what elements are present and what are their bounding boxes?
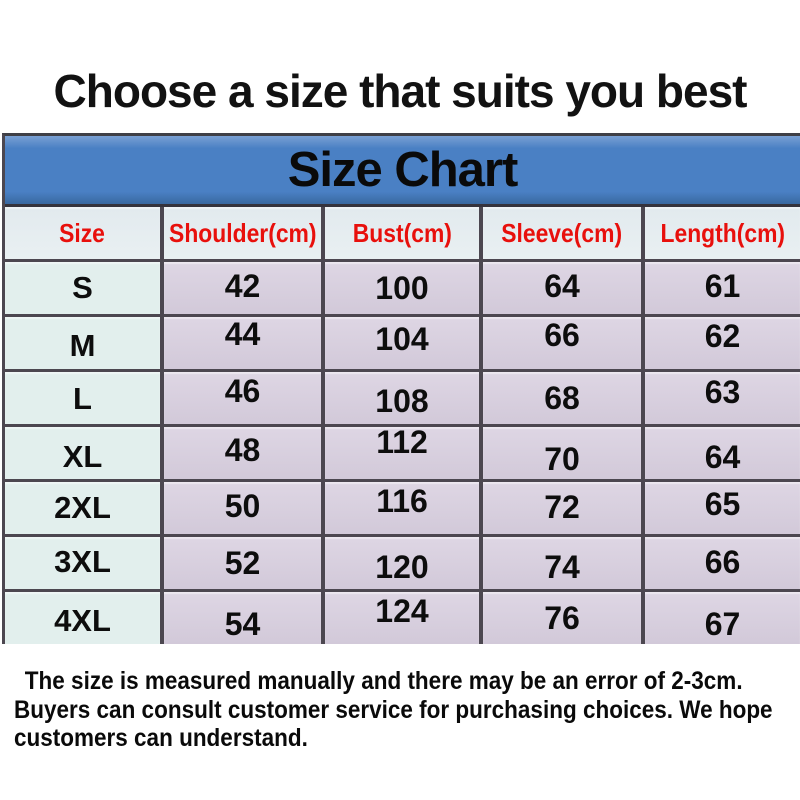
column-header-label: Shoulder(cm) — [168, 217, 317, 248]
measurement-value: 44 — [224, 317, 261, 352]
column-header: Size — [5, 207, 164, 262]
table-row: S 42 100 64 61 — [5, 262, 800, 317]
measurement-value-cell: 64 — [483, 262, 645, 317]
table-row: L 46 108 68 63 — [5, 372, 800, 427]
measurement-note-line: Buyers can consult customer service for … — [14, 695, 773, 724]
measurement-value-cell: 62 — [645, 317, 800, 372]
measurement-value: 61 — [704, 267, 741, 304]
measurement-value: 112 — [376, 427, 428, 460]
size-label: 3XL — [54, 544, 111, 579]
measurement-value-cell: 66 — [483, 317, 645, 372]
size-chart-banner-label: Size Chart — [287, 143, 519, 197]
measurement-value-cell: 46 — [164, 372, 325, 427]
measurement-note-line: customers can understand. — [14, 724, 308, 752]
size-chart-banner: Size Chart — [5, 136, 800, 207]
measurement-value: 74 — [544, 548, 580, 585]
measurement-value: 120 — [375, 548, 429, 585]
measurement-value: 76 — [544, 599, 580, 636]
measurement-note: The size is measured manually and there … — [14, 667, 798, 753]
measurement-value: 100 — [375, 269, 429, 306]
header-row: Size Shoulder(cm) Bust(cm) Sleeve(cm) Length… — [5, 207, 800, 262]
size-label: M — [69, 328, 96, 363]
measurement-value-cell: 76 — [483, 592, 645, 644]
measurement-value-cell: 108 — [325, 372, 483, 427]
table-row: XL 48 112 70 64 — [5, 427, 800, 482]
measurement-value: 66 — [544, 317, 580, 353]
measurement-value-cell: 64 — [645, 427, 800, 482]
measurement-value-cell: 100 — [325, 262, 483, 317]
measurement-value: 67 — [704, 605, 741, 642]
size-label-cell: 3XL — [5, 537, 164, 592]
measurement-value: 68 — [544, 379, 580, 416]
size-label: 2XL — [54, 490, 111, 525]
measurement-value: 52 — [224, 544, 261, 581]
column-header: Length(cm) — [645, 207, 800, 262]
measurement-value: 116 — [376, 482, 428, 519]
measurement-value-cell: 63 — [645, 372, 800, 427]
measurement-value: 124 — [375, 592, 429, 629]
size-label: 4XL — [54, 603, 111, 638]
size-label: XL — [62, 439, 103, 474]
measurement-value-cell: 72 — [483, 482, 645, 537]
table-row: 2XL 50 116 72 65 — [5, 482, 800, 537]
measurement-value-cell: 42 — [164, 262, 325, 317]
measurement-value-cell: 48 — [164, 427, 325, 482]
page-title: Choose a size that suits you best — [53, 64, 748, 117]
column-header-label: Size — [59, 217, 106, 248]
measurement-value-cell: 70 — [483, 427, 645, 482]
column-header: Sleeve(cm) — [483, 207, 645, 262]
measurement-value-cell: 116 — [325, 482, 483, 537]
measurement-value-cell: 74 — [483, 537, 645, 592]
size-label-cell: 2XL — [5, 482, 164, 537]
table-row: 3XL 52 120 74 66 — [5, 537, 800, 592]
measurement-value-cell: 52 — [164, 537, 325, 592]
measurement-value: 62 — [704, 317, 741, 354]
measurement-value: 66 — [704, 543, 741, 580]
table-row: 4XL 54 124 76 67 — [5, 592, 800, 644]
column-header-label: Length(cm) — [660, 217, 785, 248]
table-row: M 44 104 66 62 — [5, 317, 800, 372]
measurement-note-line: The size is measured manually and there … — [24, 667, 743, 695]
measurement-value-cell: 50 — [164, 482, 325, 537]
measurement-value: 72 — [544, 488, 580, 525]
column-header: Shoulder(cm) — [164, 207, 325, 262]
column-header-label: Sleeve(cm) — [501, 217, 623, 248]
measurement-value-cell: 65 — [645, 482, 800, 537]
measurement-value-cell: 66 — [645, 537, 800, 592]
measurement-value: 54 — [224, 605, 261, 642]
measurement-value: 64 — [544, 267, 580, 304]
measurement-value: 63 — [704, 373, 741, 410]
measurement-value-cell: 44 — [164, 317, 325, 372]
measurement-value-cell: 120 — [325, 537, 483, 592]
measurement-value: 48 — [224, 431, 261, 468]
size-label: L — [73, 381, 92, 416]
measurement-value-cell: 67 — [645, 592, 800, 644]
measurement-value: 108 — [375, 382, 429, 419]
size-label: S — [72, 270, 93, 305]
measurement-value: 50 — [224, 487, 261, 524]
measurement-value-cell: 112 — [325, 427, 483, 482]
column-header-label: Bust(cm) — [352, 217, 452, 248]
size-label-cell: M — [5, 317, 164, 372]
size-label-cell: XL — [5, 427, 164, 482]
measurement-value: 70 — [544, 440, 580, 477]
size-chart-grid: Size Shoulder(cm) Bust(cm) Sleeve(cm) Length… — [5, 207, 800, 644]
size-label-cell: S — [5, 262, 164, 317]
measurement-value: 42 — [224, 267, 261, 304]
size-chart-table: Size Chart Size Shoulder(cm) Bust(cm) Sleev… — [2, 133, 800, 644]
measurement-value: 64 — [704, 438, 741, 475]
measurement-value-cell: 104 — [325, 317, 483, 372]
measurement-value: 104 — [375, 320, 429, 357]
measurement-value: 65 — [704, 485, 741, 522]
measurement-value-cell: 68 — [483, 372, 645, 427]
measurement-value-cell: 124 — [325, 592, 483, 644]
size-label-cell: L — [5, 372, 164, 427]
measurement-value-cell: 54 — [164, 592, 325, 644]
measurement-value-cell: 61 — [645, 262, 800, 317]
column-header: Bust(cm) — [325, 207, 483, 262]
size-label-cell: 4XL — [5, 592, 164, 644]
measurement-value: 46 — [224, 372, 261, 409]
